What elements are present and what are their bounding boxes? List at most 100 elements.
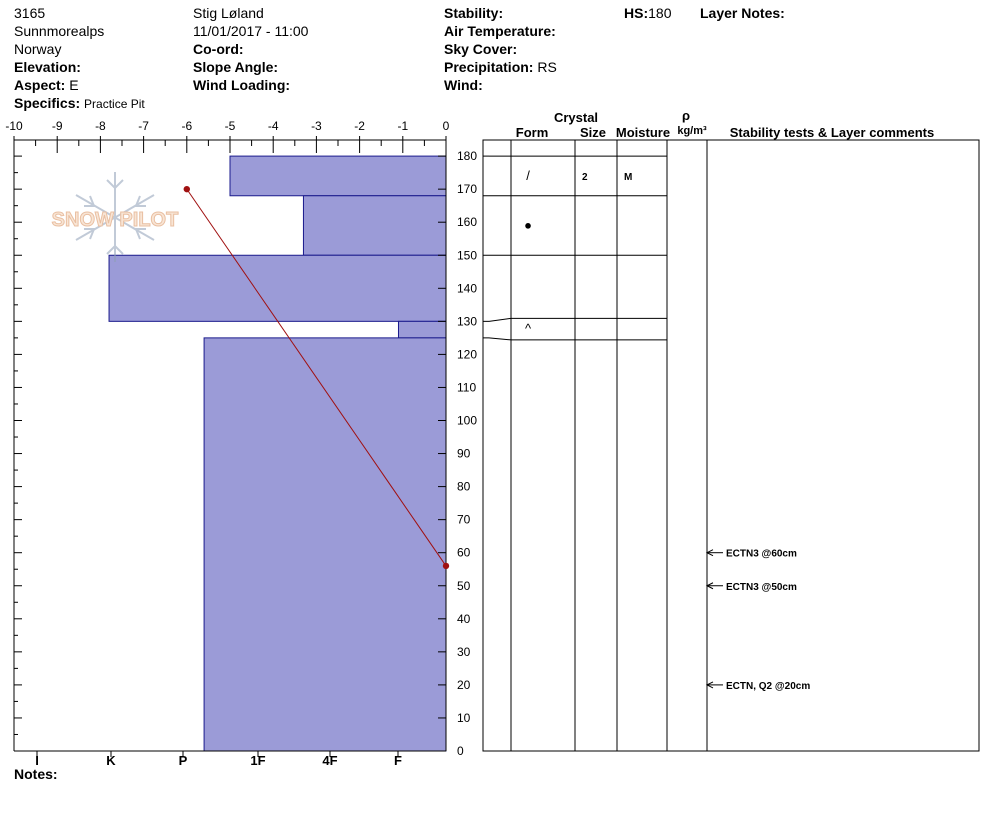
stability-label: Stability: (444, 5, 504, 21)
temperature-profile (183, 185, 450, 570)
layer-bar (302, 195, 447, 256)
snowflake-icon (75, 172, 155, 262)
temperature-point (183, 185, 190, 193)
height-tick-label: 150 (457, 248, 477, 262)
height-tick-label: 10 (457, 711, 471, 725)
test-label: ECTN3 @60cm (726, 549, 797, 560)
notes-label: Notes: (14, 766, 58, 782)
temp-tick-label: -5 (225, 119, 236, 133)
header-density-unit: kg/m³ (677, 125, 707, 137)
height-tick-label: 90 (457, 447, 471, 461)
height-tick-label: 130 (457, 314, 477, 328)
aspect-value: E (69, 77, 79, 93)
height-tick-label: 20 (457, 678, 471, 692)
temp-tick-label: -10 (5, 119, 23, 133)
height-tick-label: 0 (457, 744, 464, 758)
header-form: Form (516, 125, 549, 140)
temp-tick-label: -9 (52, 119, 63, 133)
aspect-label: Aspect: (14, 77, 66, 93)
range-name: Sunnmorealps (14, 23, 105, 39)
height-tick-label: 80 (457, 480, 471, 494)
layer-table: Crystal Form Size Moisture ρ kg/m³ Stability t… (482, 108, 980, 752)
layer-connector (488, 317, 512, 322)
height-tick-label: 70 (457, 513, 471, 527)
height-tick-label: 120 (457, 347, 477, 361)
precip-label: Precipitation: (444, 59, 534, 75)
test-label: ECTN, Q2 @20cm (726, 681, 810, 692)
temperature-line (186, 188, 447, 567)
specifics-label: Specifics: (14, 95, 81, 111)
hardness-label: 1F (250, 753, 265, 768)
layer-moisture: M (624, 172, 632, 183)
coord-label: Co-ord: (193, 41, 244, 57)
layer-connector (488, 337, 512, 341)
precip-row: Precipitation: RS (444, 58, 557, 76)
height-tick-label: 140 (457, 281, 477, 295)
axes: -10 -9 -8 -7 -6 -5 -4 -3 -2 -1 0010203040506070809… (5, 119, 477, 768)
hs-label: HS: (624, 5, 649, 21)
hardness-label: P (179, 753, 188, 768)
specifics-row: Specifics: Practice Pit (14, 94, 145, 113)
wind-loading-label: Wind Loading: (193, 77, 291, 93)
datetime: 11/01/2017 - 11:00 (193, 23, 309, 39)
wind-label: Wind: (444, 77, 483, 93)
country: Norway (14, 41, 62, 57)
temp-tick-label: -6 (181, 119, 192, 133)
layer-size: 2 (582, 172, 588, 183)
temp-tick-label: 0 (443, 119, 450, 133)
layer-form-symbol: / (526, 168, 530, 183)
height-tick-label: 110 (457, 380, 476, 394)
height-tick-label: 180 (457, 149, 477, 163)
height-tick-label: 160 (457, 215, 477, 229)
elevation-label: Elevation: (14, 59, 81, 75)
slope-label: Slope Angle: (193, 59, 279, 75)
hardness-label: I (35, 753, 39, 768)
layer-bar (203, 337, 447, 752)
height-tick-label: 50 (457, 579, 471, 593)
hardness-label: K (106, 753, 116, 768)
test-label: ECTN3 @50cm (726, 582, 797, 593)
header-size: Size (580, 125, 606, 140)
height-tick-label: 30 (457, 645, 471, 659)
table-frame (482, 139, 980, 752)
temp-tick-label: -4 (268, 119, 279, 133)
temperature-point (442, 562, 450, 570)
height-tick-label: 170 (457, 182, 477, 196)
temp-tick-label: -2 (354, 119, 365, 133)
elevation-row: Elevation: (14, 58, 81, 76)
hs-value: 180 (648, 5, 672, 21)
layer-bar (108, 254, 447, 322)
temp-tick-label: -1 (397, 119, 408, 133)
sky-cover-label: Sky Cover: (444, 41, 518, 57)
hardness-label: F (394, 753, 402, 768)
test-arrow-head (705, 681, 714, 689)
header-comments: Stability tests & Layer comments (730, 125, 934, 140)
specifics-value: Practice Pit (84, 97, 145, 111)
temp-tick-label: -7 (138, 119, 149, 133)
height-tick-label: 100 (457, 414, 477, 428)
layer-bar (397, 320, 447, 339)
hardness-layers (108, 155, 447, 752)
height-tick-label: 60 (457, 546, 471, 560)
hs-row: HS:180 (624, 4, 671, 22)
hardness-label: 4F (322, 753, 337, 768)
test-arrow-head (705, 549, 714, 557)
precip-value: RS (537, 59, 557, 75)
pit-id: 3165 (14, 5, 46, 21)
layer-form-symbol: ● (524, 218, 532, 233)
snowpilot-logo: SNOW PILOT (51, 172, 179, 262)
layer-notes-label: Layer Notes: (700, 5, 785, 21)
temp-tick-label: -8 (95, 119, 106, 133)
layer-bar (229, 155, 447, 197)
temp-tick-label: -3 (311, 119, 322, 133)
air-temp-label: Air Temperature: (444, 23, 556, 39)
aspect-row: Aspect: E (14, 76, 79, 94)
test-arrow-head (705, 582, 714, 590)
observer: Stig Løland (193, 5, 264, 21)
header-rho: ρ (682, 108, 690, 123)
snowpilot-logo-text: SNOW PILOT (52, 209, 179, 231)
header-moisture: Moisture (616, 125, 670, 140)
header-crystal: Crystal (554, 110, 598, 125)
height-tick-label: 40 (457, 612, 471, 626)
